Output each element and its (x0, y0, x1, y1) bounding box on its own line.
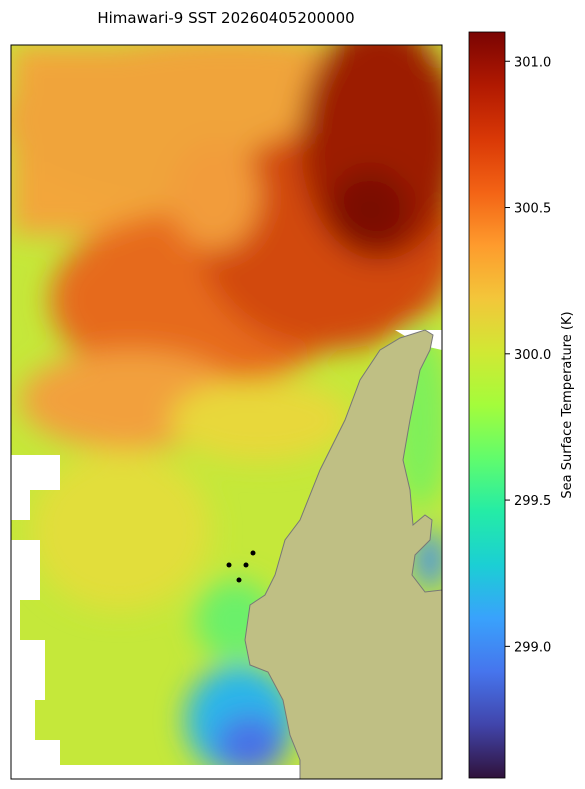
colorbar-tick-label: 300.0 (514, 348, 551, 363)
colorbar (468, 31, 506, 779)
colorbar-tick-label: 299.5 (514, 494, 551, 509)
missing-data (11, 330, 442, 779)
land (244, 329, 442, 779)
sst-field (11, 45, 442, 779)
map-title: Himawari-9 SST 20260405200000 (97, 9, 354, 27)
colorbar-tick-label: 299.0 (514, 640, 551, 655)
map-frame (10, 44, 443, 780)
station-dots (226, 550, 256, 583)
colorbar-tick-label: 300.5 (514, 202, 551, 217)
colorbar-label: Sea Surface Temperature (K) (560, 311, 575, 498)
colorbar-tick-label: 301.0 (514, 55, 551, 70)
